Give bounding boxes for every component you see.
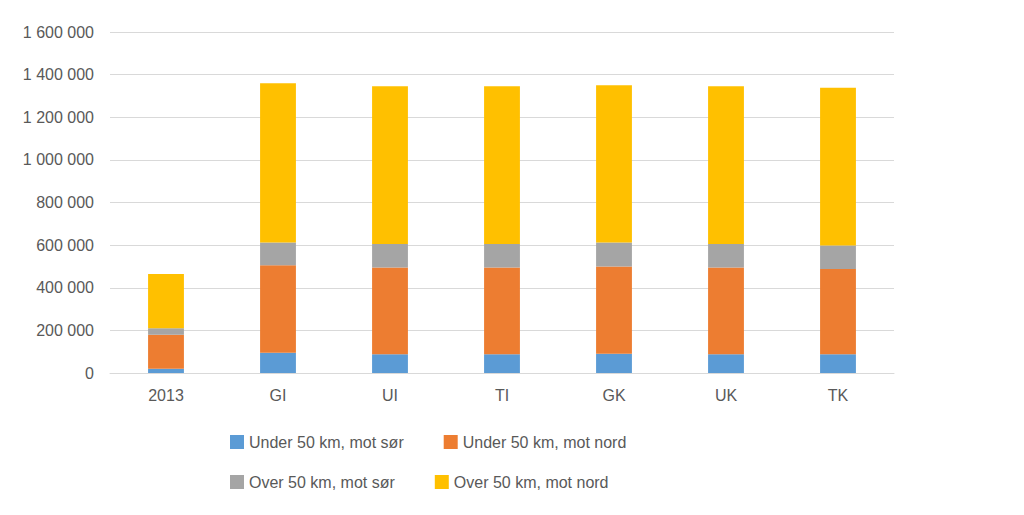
svg-text:UI: UI bbox=[382, 387, 398, 404]
svg-text:Over 50 km, mot sør: Over 50 km, mot sør bbox=[249, 474, 395, 491]
svg-text:UK: UK bbox=[715, 387, 738, 404]
svg-text:TK: TK bbox=[828, 387, 849, 404]
svg-text:1 600 000: 1 600 000 bbox=[23, 24, 94, 41]
svg-text:Under 50 km, mot sør: Under 50 km, mot sør bbox=[249, 434, 404, 451]
svg-text:200 000: 200 000 bbox=[36, 322, 94, 339]
svg-text:1 200 000: 1 200 000 bbox=[23, 109, 94, 126]
svg-text:TI: TI bbox=[495, 387, 509, 404]
svg-text:600 000: 600 000 bbox=[36, 237, 94, 254]
svg-text:GK: GK bbox=[602, 387, 625, 404]
svg-text:400 000: 400 000 bbox=[36, 279, 94, 296]
svg-text:1 000 000: 1 000 000 bbox=[23, 151, 94, 168]
svg-text:800 000: 800 000 bbox=[36, 194, 94, 211]
svg-text:GI: GI bbox=[270, 387, 287, 404]
svg-text:1 400 000: 1 400 000 bbox=[23, 66, 94, 83]
svg-text:2013: 2013 bbox=[148, 387, 184, 404]
svg-text:Over 50 km, mot nord: Over 50 km, mot nord bbox=[454, 474, 609, 491]
svg-text:Under 50 km, mot nord: Under 50 km, mot nord bbox=[463, 434, 627, 451]
svg-text:0: 0 bbox=[85, 365, 94, 382]
